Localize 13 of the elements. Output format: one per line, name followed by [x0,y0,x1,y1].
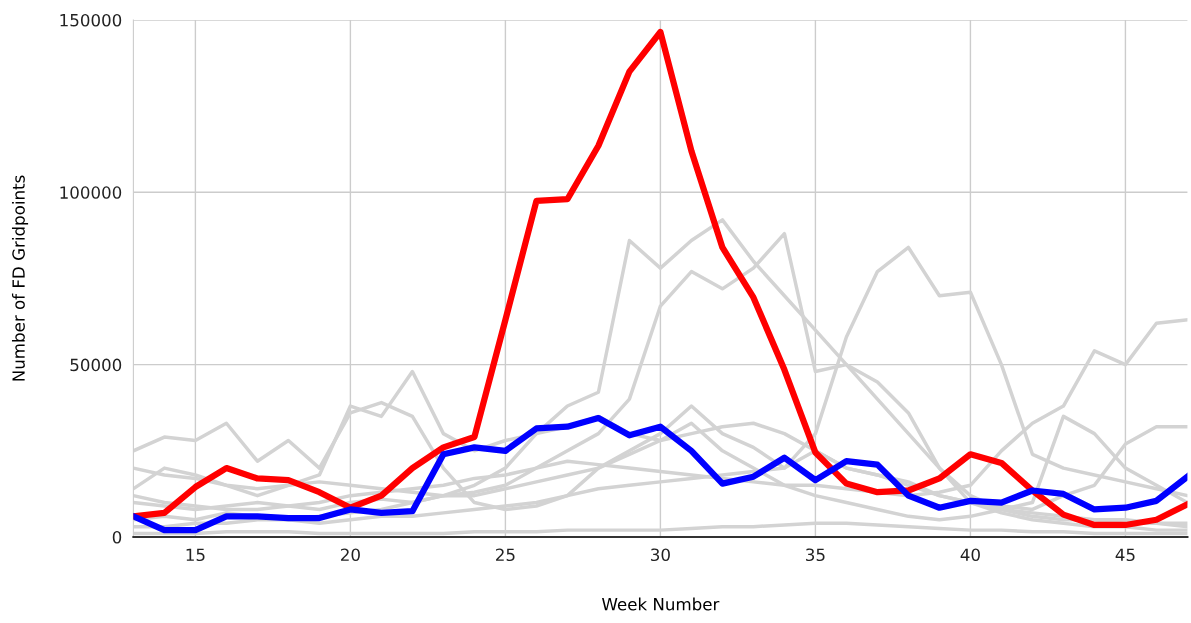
x-tick-label: 40 [960,548,980,562]
y-tick-label: 100000 [60,186,122,199]
y-axis-title: Number of FD Gridpoints [11,175,29,381]
x-tick-label: 45 [1115,548,1135,562]
x-tick-label: 20 [341,548,360,562]
y-tick-label: 50000 [70,358,122,372]
x-tick-label: 30 [651,548,670,562]
x-tick-label: 35 [806,548,825,562]
y-tick-label: 150000 [60,13,122,27]
y-tick-label: 0 [112,530,122,544]
x-tick-label: 15 [186,548,205,562]
x-axis-title: Week Number [602,597,720,611]
x-tick-label: 25 [496,548,515,562]
